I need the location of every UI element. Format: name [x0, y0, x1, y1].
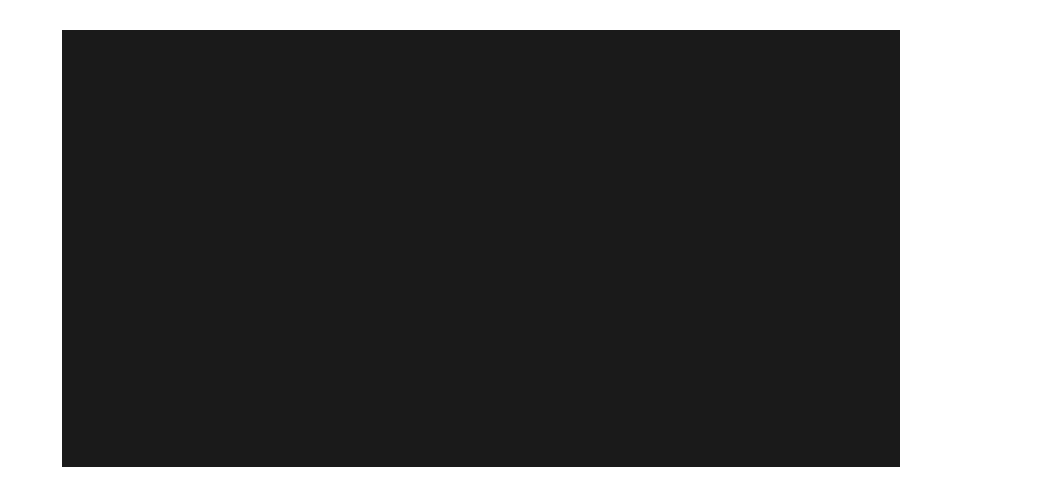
colorbar: [918, 202, 940, 315]
image-background: [62, 30, 900, 467]
